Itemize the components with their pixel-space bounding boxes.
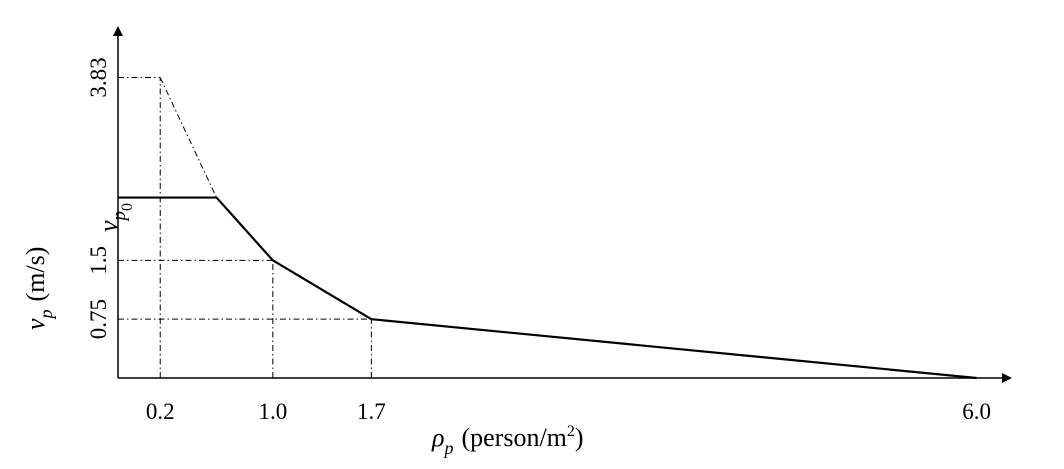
x-tick-label-0: 0.2 <box>146 399 175 424</box>
y-tick-label-2: 3.83 <box>86 57 111 97</box>
y-tick-label-0: 0.75 <box>86 299 111 339</box>
y-tick-label-vp0: vp0 <box>94 203 136 232</box>
axes <box>113 26 1012 383</box>
x-tick-label-1: 1.0 <box>258 399 287 424</box>
tick-labels: 0.2 1.0 1.7 6.0 0.75 1.5 3.83 <box>86 57 991 424</box>
guide-lines <box>118 77 372 378</box>
series-line-0 <box>118 196 977 380</box>
x-tick-label-3: 6.0 <box>962 399 991 424</box>
y-tick-label-1: 1.5 <box>86 246 111 275</box>
x-axis-title: ρp (person/m2) <box>431 423 584 458</box>
dashed-extension-line <box>159 77 217 198</box>
x-tick-label-2: 1.7 <box>357 399 386 424</box>
series-layer <box>118 196 977 380</box>
y-axis-title: vp(m/s) <box>21 247 56 330</box>
